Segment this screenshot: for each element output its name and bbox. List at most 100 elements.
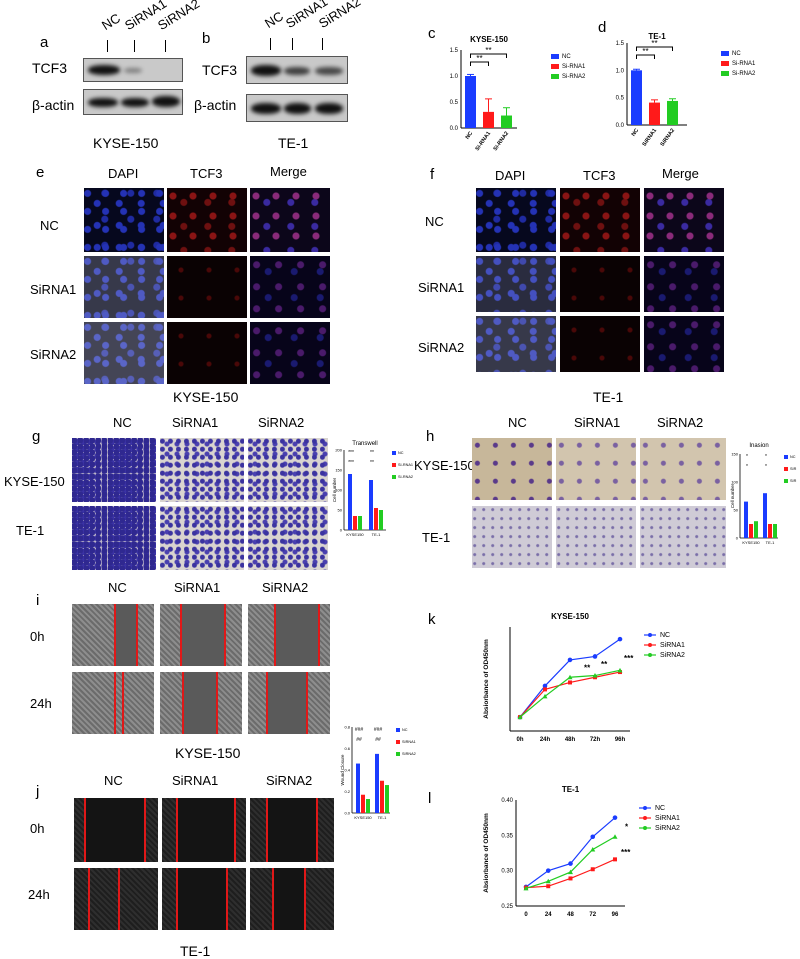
y-tick-label: 100	[335, 488, 342, 493]
significance-label: **	[370, 460, 374, 466]
image-wound-sirna1-0h-te1	[162, 798, 246, 862]
significance-bracket	[470, 61, 489, 66]
x-tick-label: NC	[631, 128, 640, 138]
x-tick-label: Si-RNA2	[493, 131, 511, 152]
data-point	[542, 683, 548, 689]
lane-tick	[270, 38, 271, 50]
significance-label: ###	[374, 727, 383, 733]
significance-label: ***	[624, 654, 634, 663]
data-point	[612, 815, 618, 820]
bar	[649, 102, 660, 125]
legend-label: NC	[402, 728, 408, 732]
x-tick-label: 48h	[565, 737, 576, 743]
panel-letter-g: g	[32, 428, 41, 445]
y-tick-label: 1.0	[450, 74, 459, 80]
lane-label-nc: NC	[262, 8, 286, 31]
significance-label: **	[601, 660, 608, 669]
legend-label: SiRNA2	[660, 652, 685, 659]
chart-h: Inasion Cell number 0 50 100 150 KYSE150 * * TE-1…	[730, 443, 797, 545]
x-tick-label: NC	[465, 131, 474, 141]
data-point	[545, 878, 551, 884]
data-point	[592, 654, 598, 659]
col-label-tcf3-e: TCF3	[190, 166, 223, 181]
bar	[465, 76, 476, 128]
panel-letter-j: j	[36, 783, 40, 800]
x-tick-label: 96h	[615, 737, 626, 743]
image-merge-sirna1-te1	[644, 256, 724, 312]
data-point	[568, 869, 573, 875]
legend-label: SIR	[790, 467, 797, 471]
y-tick-label: 0.0	[450, 126, 459, 132]
image-tcf3-nc-kyse	[167, 188, 247, 252]
panel-letter-h: h	[426, 428, 435, 445]
significance-label: **	[584, 663, 591, 672]
image-invasion-nc-te1	[472, 506, 552, 568]
lane-tick	[322, 38, 323, 50]
image-invasion-sirna1-te1	[556, 506, 636, 568]
col-label-sirna1-i: SiRNA1	[174, 580, 221, 595]
row-label-kyse-h: KYSE-150	[414, 458, 475, 473]
image-wound-nc-0h-te1	[74, 798, 158, 862]
actin-label-a: β-actin	[32, 97, 75, 113]
y-tick-label: 0	[736, 536, 739, 541]
col-label-nc-g: NC	[113, 415, 132, 430]
y-tick-label: 0.8	[344, 725, 350, 730]
x-tick-label: Si-RNA1	[475, 131, 493, 152]
bar	[483, 111, 494, 128]
row-label-sirna2-e: SiRNA2	[30, 347, 77, 362]
data-point	[568, 861, 573, 866]
row-label-nc-e: NC	[40, 218, 59, 233]
col-label-merge-e: Merge	[270, 164, 307, 179]
row-label-0h-j: 0h	[30, 821, 45, 836]
legend-label: NC	[732, 51, 741, 57]
significance-label: *	[746, 454, 748, 460]
panel-letter-i: i	[36, 592, 40, 609]
legend-swatch	[784, 455, 788, 459]
legend-label: SI-RNA2	[398, 475, 413, 479]
image-tcf3-sirna1-te1	[560, 256, 640, 312]
legend-label: SIR	[790, 479, 797, 483]
image-dapi-nc-te1	[476, 188, 556, 252]
data-point	[545, 868, 551, 873]
bar	[667, 100, 678, 125]
lane-tick	[165, 40, 166, 52]
row-label-te1-g: TE-1	[16, 523, 45, 538]
y-axis-label: Wound Closure	[340, 754, 345, 785]
data-point	[568, 876, 573, 881]
bar	[361, 794, 365, 813]
actin-blot-kyse	[83, 89, 183, 115]
bar	[744, 501, 748, 538]
legend-swatch	[392, 451, 396, 455]
data-point	[590, 834, 596, 840]
panel-letter-d: d	[598, 19, 607, 36]
bar	[374, 508, 378, 530]
bar	[358, 516, 362, 530]
cell-label-te1-b: TE-1	[278, 135, 309, 151]
y-tick-label: 0.5	[450, 100, 459, 106]
legend-swatch	[396, 728, 400, 732]
legend-swatch	[396, 752, 400, 756]
legend-label: SiRNA1	[660, 642, 685, 649]
significance-label: **	[370, 450, 374, 456]
tcf3-blot-kyse	[83, 58, 183, 82]
bar	[749, 524, 753, 538]
image-wound-sirna1-24h-te1	[162, 868, 246, 930]
x-tick-label: TE-1	[372, 532, 381, 537]
image-wound-nc-24h-kyse	[72, 672, 154, 734]
chart-title: TE-1	[562, 785, 580, 794]
image-dapi-sirna2-te1	[476, 316, 556, 372]
x-tick-label: SiRNA1	[642, 128, 658, 148]
image-wound-sirna1-0h-kyse	[160, 604, 242, 666]
panel-letter-a: a	[40, 34, 49, 51]
cell-label-kyse-a: KYSE-150	[93, 135, 159, 151]
data-point	[590, 846, 596, 852]
x-tick-label: KYSE150	[354, 815, 372, 820]
cell-label-te1-j: TE-1	[180, 943, 211, 959]
y-tick-label: 1.5	[450, 48, 459, 54]
data-point	[590, 867, 595, 872]
legend-swatch	[396, 740, 400, 744]
image-wound-sirna2-24h-kyse	[248, 672, 330, 734]
image-wound-sirna2-0h-te1	[250, 798, 334, 862]
significance-label: ***	[348, 450, 354, 456]
